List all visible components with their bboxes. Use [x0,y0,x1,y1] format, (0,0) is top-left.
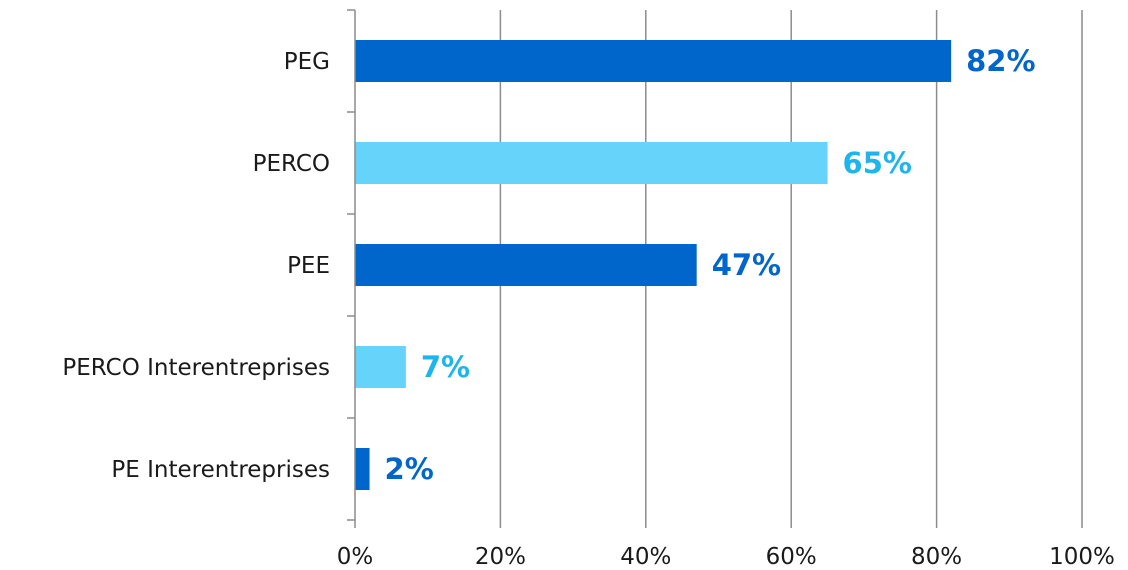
category-label: PERCO Interentreprises [62,355,330,381]
category-label: PE Interentreprises [111,457,330,483]
gridlines [499,10,1083,528]
data-label: 2% [385,452,434,486]
x-tick-label: 60% [766,544,817,570]
x-tick-label: 20% [475,544,526,570]
bars [355,40,952,490]
x-tick-label: 80% [911,544,962,570]
data-label: 65% [843,146,912,180]
labels: 0% 20% 40% 60% 80% 100% PEG 82% PERCO 65% PEE 47% PE… [62,44,1114,570]
data-label: 7% [421,350,470,384]
x-tick-label: 100% [1049,544,1115,570]
bar [355,142,828,184]
y-axis [347,9,356,528]
bar [355,244,697,286]
category-label: PERCO [253,151,330,177]
data-label: 47% [712,248,781,282]
x-tick-label: 0% [337,544,374,570]
bar [355,40,952,82]
bar [355,346,406,388]
category-label: PEE [287,253,330,279]
bar [355,448,370,490]
data-label: 82% [966,44,1035,78]
category-label: PEG [284,49,330,75]
x-tick-label: 40% [620,544,671,570]
